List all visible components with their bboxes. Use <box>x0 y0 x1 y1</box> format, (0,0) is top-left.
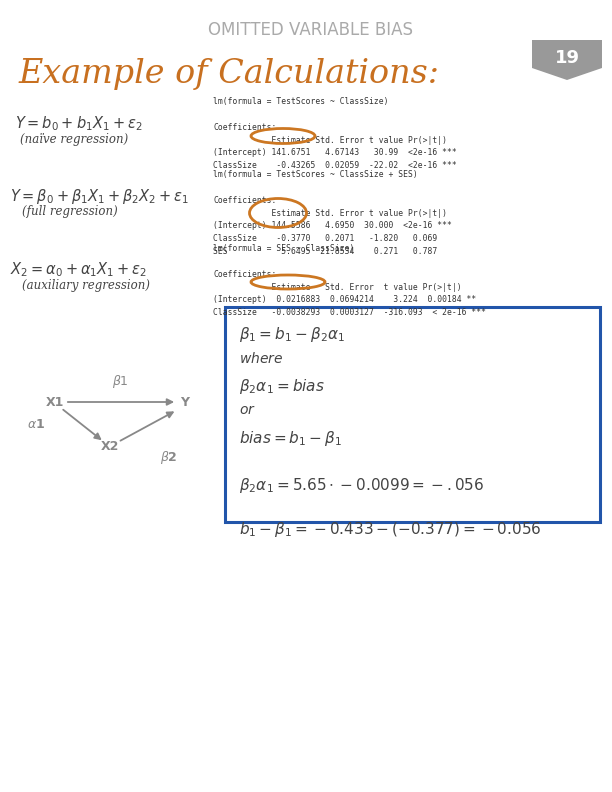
Polygon shape <box>532 40 602 80</box>
Text: Example of Calculations:: Example of Calculations: <box>18 58 439 90</box>
Text: $bias = b_1 - \beta_1$: $bias = b_1 - \beta_1$ <box>239 429 342 448</box>
Text: (auxiliary regression): (auxiliary regression) <box>22 280 150 292</box>
Text: X1: X1 <box>46 395 64 409</box>
Text: $\alpha$1: $\alpha$1 <box>27 418 45 431</box>
Text: lm(formula = SES ~ ClassSize)

Coefficients:
            Estimate   Std. Error  : lm(formula = SES ~ ClassSize) Coefficien… <box>213 244 486 318</box>
Text: $Y = \beta_0 + \beta_1 X_1 + \beta_2 X_2 + \varepsilon_1$: $Y = \beta_0 + \beta_1 X_1 + \beta_2 X_2… <box>10 186 189 205</box>
Text: OMITTED VARIABLE BIAS: OMITTED VARIABLE BIAS <box>207 21 412 39</box>
Text: $X_2 = \alpha_0 + \alpha_1 X_1 + \varepsilon_2$: $X_2 = \alpha_0 + \alpha_1 X_1 + \vareps… <box>10 261 147 280</box>
Text: lm(formula = TestScores ~ ClassSize + SES)

Coefficients:
            Estimate S: lm(formula = TestScores ~ ClassSize + SE… <box>213 170 452 256</box>
FancyBboxPatch shape <box>225 307 600 522</box>
Text: 19: 19 <box>554 49 580 67</box>
Text: $or$: $or$ <box>239 403 256 417</box>
Text: lm(formula = TestScores ~ ClassSize)

Coefficients:
            Estimate Std. Er: lm(formula = TestScores ~ ClassSize) Coe… <box>213 97 457 170</box>
Text: $\beta$1: $\beta$1 <box>111 373 129 390</box>
Text: $\beta$2: $\beta$2 <box>160 448 177 466</box>
Text: $\beta_1 = b_1 - \beta_2\alpha_1$: $\beta_1 = b_1 - \beta_2\alpha_1$ <box>239 325 345 344</box>
Text: (full regression): (full regression) <box>22 205 118 219</box>
Text: $where$: $where$ <box>239 351 283 366</box>
Text: (naïve regression): (naïve regression) <box>20 134 129 147</box>
Text: $\beta_2\alpha_1 = bias$: $\beta_2\alpha_1 = bias$ <box>239 377 325 396</box>
Text: $b_1 - \beta_1 = -0.433-(-0.377)=-0.056$: $b_1 - \beta_1 = -0.433-(-0.377)=-0.056$ <box>239 520 542 539</box>
Text: $\beta_2\alpha_1 = 5.65\cdot-0.0099 = -.056$: $\beta_2\alpha_1 = 5.65\cdot-0.0099 = -.… <box>239 476 484 495</box>
Text: Y: Y <box>181 395 190 409</box>
Text: $Y = b_0 + b_1 X_1 + \varepsilon_2$: $Y = b_0 + b_1 X_1 + \varepsilon_2$ <box>15 115 143 133</box>
Text: X2: X2 <box>101 440 119 454</box>
